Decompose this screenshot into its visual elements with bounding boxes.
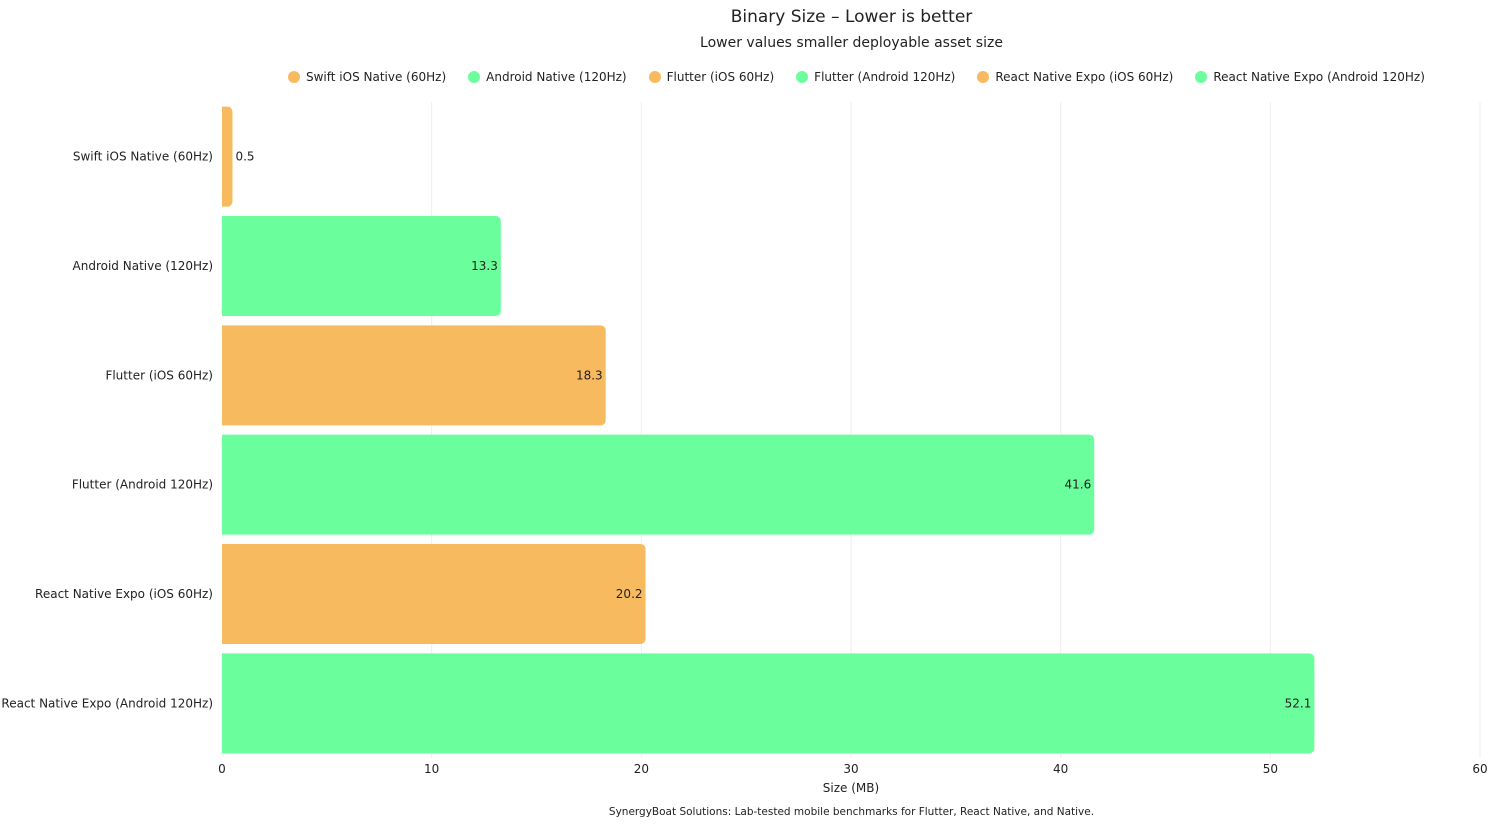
x-tick-label: 40: [1053, 762, 1068, 776]
x-tick-label: 50: [1263, 762, 1278, 776]
legend-swatch: [648, 71, 661, 83]
x-tick-label: 10: [424, 762, 439, 776]
legend-label: React Native Expo (Android 120Hz): [1213, 70, 1425, 84]
bar: [222, 653, 1315, 754]
y-tick-label: Swift iOS Native (60Hz): [73, 150, 213, 164]
legend: Swift iOS Native (60Hz) Android Native (1…: [288, 70, 1425, 84]
legend-swatch: [1195, 71, 1208, 83]
chart-subtitle: Lower values smaller deployable asset si…: [700, 35, 1003, 51]
x-tick-label: 20: [634, 762, 649, 776]
bar: [222, 325, 606, 426]
y-tick-label: Flutter (Android 120Hz): [72, 478, 213, 492]
y-tick-label: React Native Expo (iOS 60Hz): [35, 587, 213, 601]
chart-footer: SynergyBoat Solutions: Lab-tested mobile…: [608, 806, 1095, 818]
legend-item[interactable]: Swift iOS Native (60Hz): [288, 70, 446, 84]
data-label: 52.1: [1285, 696, 1312, 710]
data-label: 41.6: [1064, 478, 1091, 492]
bar: [222, 106, 233, 207]
y-tick-label: React Native Expo (Android 120Hz): [1, 696, 213, 710]
bar: [222, 544, 646, 644]
x-axis-label: Size (MB): [823, 781, 879, 795]
x-tick-label: 0: [218, 762, 226, 776]
legend-label: Android Native (120Hz): [486, 70, 627, 84]
data-label: 0.5: [235, 150, 254, 164]
data-label: 18.3: [576, 368, 603, 382]
legend-label: Flutter (Android 120Hz): [814, 70, 956, 84]
legend-label: Swift iOS Native (60Hz): [306, 70, 447, 84]
legend-swatch: [977, 71, 990, 83]
legend-swatch: [796, 71, 809, 83]
legend-item[interactable]: Android Native (120Hz): [468, 70, 627, 84]
legend-item[interactable]: React Native Expo (iOS 60Hz): [977, 70, 1173, 84]
legend-swatch: [468, 71, 481, 83]
legend-swatch: [288, 71, 300, 83]
legend-item[interactable]: React Native Expo (Android 120Hz): [1195, 70, 1425, 84]
data-label: 20.2: [616, 587, 643, 601]
bar: [222, 434, 1095, 535]
x-tick-label: 60: [1472, 762, 1487, 776]
chart-title: Binary Size – Lower is better: [730, 7, 973, 27]
y-tick-label: Flutter (iOS 60Hz): [105, 368, 213, 382]
legend-item[interactable]: Flutter (Android 120Hz): [796, 70, 955, 84]
bar: [222, 216, 501, 316]
legend-label: React Native Expo (iOS 60Hz): [995, 70, 1174, 84]
y-tick-label: Android Native (120Hz): [73, 259, 213, 273]
legend-label: Flutter (iOS 60Hz): [666, 70, 775, 84]
data-label: 13.3: [471, 259, 498, 273]
x-tick-label: 30: [843, 762, 858, 776]
legend-item[interactable]: Flutter (iOS 60Hz): [648, 70, 775, 84]
